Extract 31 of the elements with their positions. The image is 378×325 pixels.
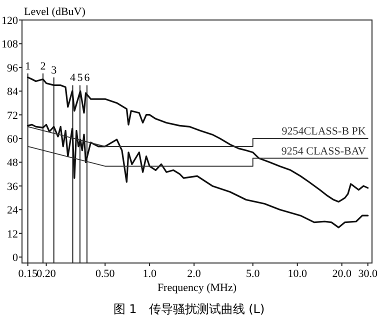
annotation: 2 xyxy=(40,60,46,72)
x-tick-label: 5.0 xyxy=(246,268,260,280)
y-tick-label: 108 xyxy=(2,38,18,51)
y-tick-label: 48 xyxy=(7,157,18,170)
annotation: 5 xyxy=(77,72,84,84)
y-tick-label: 0 xyxy=(12,252,18,264)
x-tick-label: 1.0 xyxy=(142,268,157,280)
x-tick-label: 0.20 xyxy=(36,268,56,280)
annotation: 3 xyxy=(51,64,58,76)
x-tick-label: 20.0 xyxy=(332,268,352,280)
text: 图 1 传导骚扰测试曲线 (L) xyxy=(113,302,265,316)
series-label: 9254CLASS-B PK xyxy=(282,126,366,138)
x-tick-label: 2.0 xyxy=(187,268,202,280)
series-label: 9254 CLASS-BAV xyxy=(281,145,366,158)
y-tick-label: 96 xyxy=(7,62,18,74)
y-tick-label: 36 xyxy=(7,180,18,193)
y-tick-label: 72 xyxy=(7,110,18,122)
annotation: 6 xyxy=(84,72,90,84)
y-axis-title: Level (dBuV) xyxy=(24,6,86,18)
annotation: 4 xyxy=(70,72,76,84)
x-tick-label: 10.0 xyxy=(288,268,308,280)
y-tick-label: 12 xyxy=(7,228,18,240)
x-axis-title: Frequency (MHz) xyxy=(157,282,237,294)
x-tick-label: 30.0 xyxy=(358,268,378,280)
y-tick-label: 84 xyxy=(7,86,18,98)
y-tick-label: 24 xyxy=(7,204,18,217)
y-tick-label: 60 xyxy=(7,134,18,146)
x-tick-label: 0.15 xyxy=(18,268,38,280)
x-tick-label: 0.50 xyxy=(95,268,116,280)
y-tick-label: 120 xyxy=(2,15,18,27)
annotation: 1 xyxy=(25,60,31,72)
